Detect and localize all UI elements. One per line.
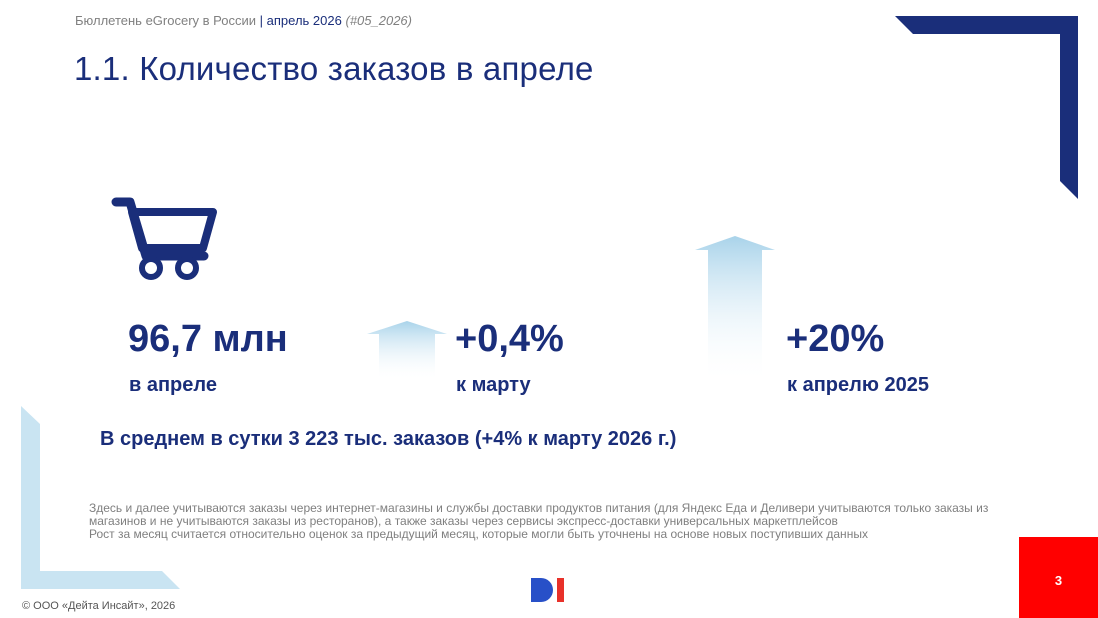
corner-bracket-bottom-left [21, 406, 180, 589]
bulletin-name: Бюллетень eGrocery в России [75, 13, 257, 28]
bulletin-header: Бюллетень eGrocery в России | апрель 202… [75, 13, 412, 28]
shopping-cart-icon [111, 197, 217, 280]
mom-growth-value: +0,4% [455, 318, 564, 360]
bulletin-month: апрель 2026 [266, 13, 342, 28]
page-title: 1.1. Количество заказов в апреле [74, 50, 594, 87]
methodology-notes: Здесь и далее учитываются заказы через и… [89, 502, 989, 541]
bulletin-issue: (#05_2026) [345, 13, 412, 28]
methodology-note: Здесь и далее учитываются заказы через и… [89, 501, 989, 528]
orders-total-label: в апреле [129, 374, 217, 396]
orders-total-value: 96,7 млн [128, 318, 288, 360]
header-separator: | [259, 13, 264, 28]
corner-bracket-top-right [895, 16, 1078, 199]
page-number: 3 [1054, 573, 1063, 588]
copyright: © ООО «Дейта Инсайт», 2026 [22, 600, 176, 612]
arrow-up-icon [695, 236, 775, 384]
data-insight-logo [531, 578, 564, 602]
daily-average-summary: В среднем в сутки 3 223 тыс. заказов (+4… [100, 428, 677, 450]
arrow-up-icon [367, 321, 447, 381]
page-number-box [1019, 537, 1098, 618]
mom-growth-label: к марту [456, 374, 531, 396]
methodology-note: Рост за месяц считается относительно оце… [89, 527, 868, 541]
yoy-growth-value: +20% [786, 318, 885, 360]
yoy-growth-label: к апрелю 2025 [787, 374, 929, 396]
